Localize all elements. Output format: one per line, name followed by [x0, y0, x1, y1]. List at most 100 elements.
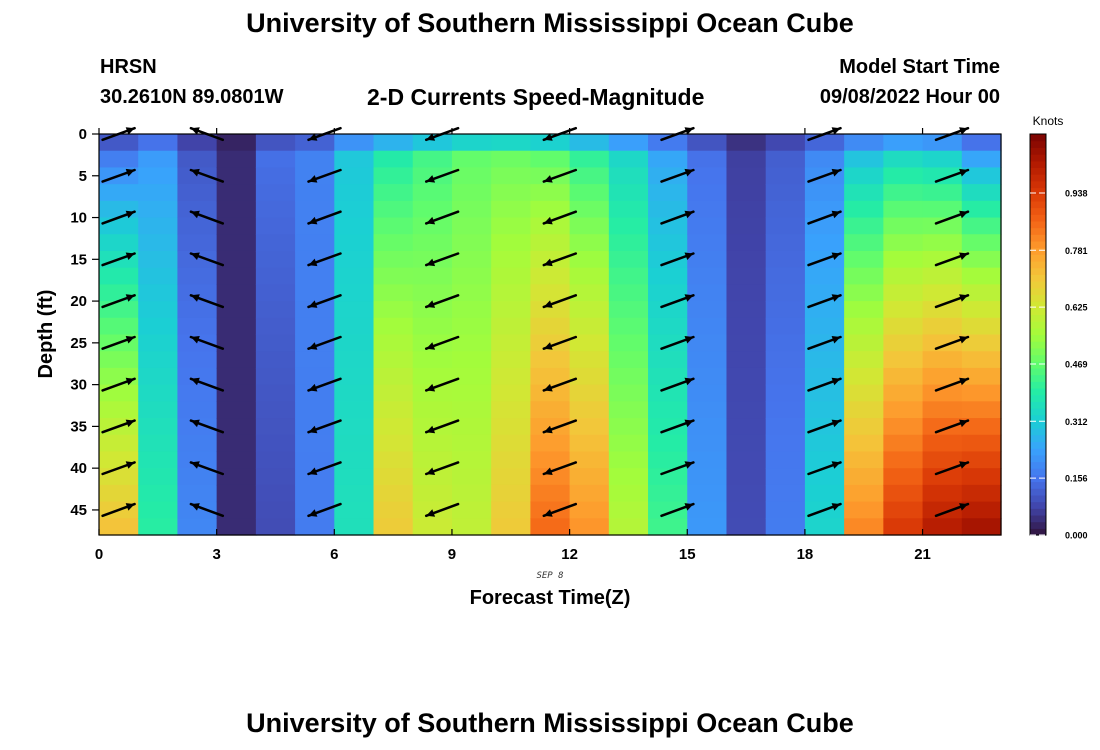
- heatmap-cell: [295, 150, 335, 169]
- heatmap-cell: [99, 267, 139, 285]
- colorbar-units-label: Knots: [1033, 114, 1064, 128]
- colorbar-segment: [1030, 147, 1046, 155]
- heatmap-cell: [451, 150, 492, 169]
- heatmap-cell: [451, 518, 492, 536]
- heatmap-cell: [648, 418, 688, 436]
- current-arrow: [307, 168, 342, 183]
- heatmap-cell: [451, 301, 492, 319]
- heatmap-cell: [922, 518, 963, 536]
- heatmap-cell: [922, 334, 963, 352]
- heatmap-cell: [608, 217, 649, 235]
- heatmap-cell: [491, 301, 531, 319]
- colorbar-segment: [1030, 468, 1046, 476]
- colorbar-segment: [1030, 381, 1046, 389]
- heatmap-cell: [451, 401, 492, 419]
- heatmap-cell: [648, 468, 688, 486]
- current-arrow: [934, 168, 970, 183]
- x-tick-label: 12: [561, 546, 578, 563]
- heatmap-cell: [648, 234, 688, 252]
- heatmap-cell: [373, 451, 414, 469]
- heatmap-cell: [373, 418, 414, 436]
- heatmap-cell: [687, 334, 728, 352]
- heatmap-cell: [804, 484, 845, 503]
- heatmap-cell: [922, 418, 963, 436]
- heatmap-cell: [255, 334, 296, 352]
- heatmap-cell: [295, 217, 335, 235]
- heatmap-cell: [883, 234, 924, 252]
- heatmap-cell: [687, 317, 728, 336]
- heatmap-cell: [177, 284, 218, 302]
- heatmap-cell: [530, 434, 571, 453]
- current-arrow: [101, 294, 136, 309]
- current-arrow: [934, 210, 970, 225]
- heatmap-cell: [491, 334, 531, 352]
- colorbar-segment: [1030, 140, 1046, 148]
- heatmap-cell: [804, 217, 845, 235]
- colorbar-segment: [1030, 434, 1046, 443]
- repeated-title: University of Southern Mississippi Ocean…: [246, 708, 854, 738]
- date-label: SEP 8: [536, 571, 563, 581]
- heatmap-cell: [138, 367, 179, 386]
- colorbar-segment: [1030, 474, 1046, 483]
- heatmap-cell: [844, 250, 884, 269]
- heatmap-cell: [99, 134, 139, 152]
- heatmap-cell: [883, 334, 924, 352]
- heatmap-cell: [373, 484, 414, 503]
- current-arrow: [307, 502, 342, 518]
- heatmap-cell: [412, 217, 453, 235]
- heatmap-cell: [216, 401, 257, 419]
- heatmap-cell: [295, 301, 335, 319]
- heatmap-cell: [726, 284, 767, 302]
- heatmap-cell: [373, 384, 414, 402]
- current-arrow: [542, 252, 578, 267]
- heatmap-cell: [961, 334, 1002, 352]
- y-tick-label: 20: [70, 293, 87, 310]
- heatmap-cell: [961, 351, 1002, 369]
- heatmap-cell: [255, 150, 296, 169]
- heatmap-cell: [765, 184, 806, 202]
- heatmap-cell: [255, 184, 296, 202]
- heatmap-cell: [451, 284, 492, 302]
- heatmap-cell: [804, 200, 845, 219]
- heatmap-cell: [804, 384, 845, 402]
- heatmap-cell: [334, 384, 375, 402]
- heatmap-cell: [687, 184, 728, 202]
- heatmap-cells: [99, 134, 1002, 536]
- heatmap-cell: [373, 284, 414, 302]
- heatmap-cell: [334, 518, 375, 536]
- y-tick-label: 35: [70, 418, 87, 435]
- heatmap-cell: [569, 334, 610, 352]
- colorbar-tick-label: 0.469: [1065, 360, 1088, 370]
- x-tick-label: 18: [797, 546, 814, 563]
- heatmap-cell: [726, 418, 767, 436]
- model-start-label: Model Start Time: [839, 56, 1000, 78]
- heatmap-cell: [726, 301, 767, 319]
- heatmap-cell: [961, 184, 1002, 202]
- heatmap-cell: [961, 317, 1002, 336]
- heatmap-cell: [295, 518, 335, 536]
- heatmap-cell: [765, 317, 806, 336]
- heatmap-cell: [687, 250, 728, 269]
- colorbar-segment: [1030, 307, 1046, 316]
- model-start-value: 09/08/2022 Hour 00: [819, 86, 1000, 108]
- heatmap-cell: [922, 301, 963, 319]
- heatmap-cell: [922, 367, 963, 386]
- heatmap-cell: [961, 434, 1002, 453]
- heatmap-cell: [295, 434, 335, 453]
- colorbar-segment: [1030, 367, 1046, 376]
- heatmap-cell: [334, 484, 375, 503]
- heatmap-cell: [138, 501, 179, 519]
- heatmap-cell: [844, 317, 884, 336]
- heatmap-cell: [961, 150, 1002, 169]
- heatmap-cell: [451, 134, 492, 152]
- heatmap-cell: [491, 351, 531, 369]
- heatmap-cell: [726, 317, 767, 336]
- heatmap-cell: [687, 384, 728, 402]
- heatmap-cell: [726, 217, 767, 235]
- colorbar-segment: [1030, 200, 1046, 209]
- heatmap-cell: [648, 384, 688, 402]
- heatmap-cell: [451, 351, 492, 369]
- heatmap-cell: [844, 468, 884, 486]
- heatmap-cell: [491, 234, 531, 252]
